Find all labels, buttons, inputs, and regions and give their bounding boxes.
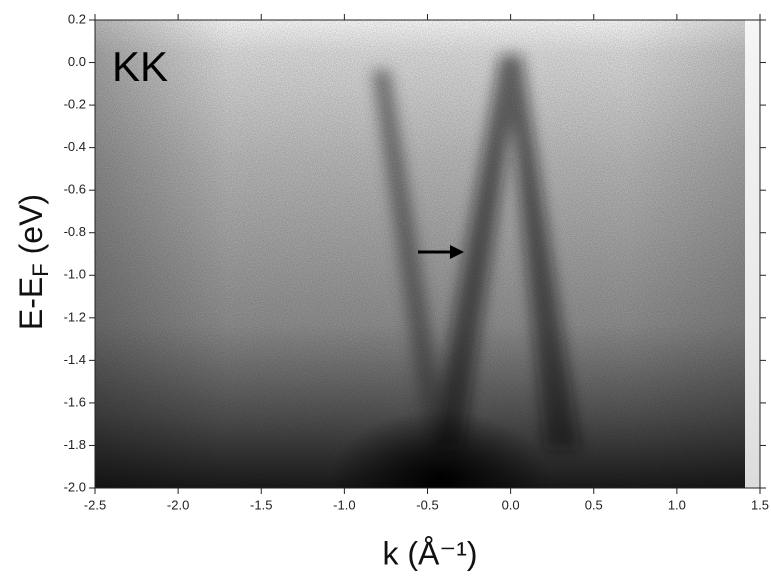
x-tick-label: -1.5 (250, 497, 272, 512)
x-tick-label: -2.0 (167, 497, 189, 512)
x-axis-label: k (Å⁻¹) (382, 535, 477, 571)
y-label-subscript: F (28, 263, 53, 276)
intensity-image (95, 20, 760, 488)
y-tick-label: 0.0 (68, 54, 86, 69)
y-tick-label: -1.0 (64, 267, 86, 282)
y-tick-label: -1.4 (64, 352, 86, 367)
panel-label: KK (112, 43, 168, 90)
x-tick-label: 0.5 (585, 497, 603, 512)
y-tick-label: -0.4 (64, 139, 86, 154)
y-label-part: (eV) (13, 194, 49, 263)
x-tick-label: -0.5 (416, 497, 438, 512)
x-tick-label: 1.5 (751, 497, 769, 512)
y-tick-label: 0.2 (68, 11, 86, 26)
x-tick-label: 1.0 (668, 497, 686, 512)
x-tick-label: -2.5 (84, 497, 106, 512)
arrow (418, 245, 464, 259)
y-tick-label: -1.2 (64, 309, 86, 324)
x-tick-label: -1.0 (333, 497, 355, 512)
y-tick-label: -0.2 (64, 97, 86, 112)
y-tick-label: -1.8 (64, 437, 86, 452)
y-tick-label: -0.8 (64, 224, 86, 239)
y-axis-label: E-EF (eV) (13, 194, 52, 330)
y-label-part: E-E (13, 277, 49, 330)
y-tick-label: -0.6 (64, 182, 86, 197)
y-tick-label: -1.6 (64, 394, 86, 409)
x-tick-label: 0.0 (502, 497, 520, 512)
y-tick-label: -2.0 (64, 479, 86, 494)
